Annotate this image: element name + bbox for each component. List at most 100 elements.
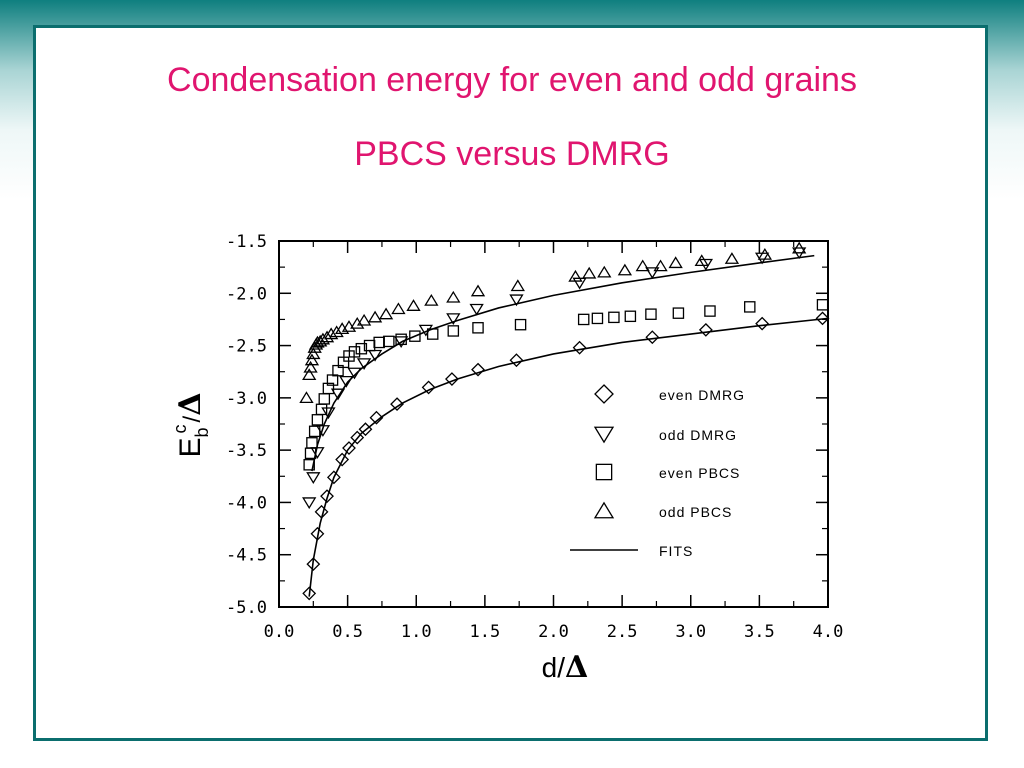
odd-pbcs-point: [446, 290, 461, 303]
odd-dmrg-point: [418, 324, 434, 337]
odd-pbcs-point: [757, 247, 773, 260]
y-axis-main: E: [174, 437, 207, 457]
x-tick-label: 3.0: [675, 622, 706, 642]
y-axis-superscript: c: [170, 424, 190, 433]
even-pbcs-point: [373, 336, 385, 349]
odd-pbcs-point: [568, 269, 583, 282]
y-tick-label: -4.5: [226, 546, 267, 566]
odd-pbcs-point: [350, 316, 365, 329]
x-tick-label: 1.0: [401, 622, 432, 642]
odd-pbcs-point: [313, 334, 328, 347]
odd-dmrg-point: [698, 258, 714, 271]
odd-dmrg-point: [356, 358, 372, 371]
x-axis-main: d/: [542, 652, 566, 683]
slide-title: Condensation energy for even and odd gra…: [167, 61, 857, 99]
odd-pbcs-point: [724, 252, 740, 264]
y-tick-label: -5.0: [226, 598, 267, 618]
odd-dmrg-point: [306, 472, 321, 484]
even-dmrg-point: [358, 422, 373, 437]
legend-odd-pbcs-swatch: [593, 501, 615, 519]
odd-dmrg-point: [572, 277, 587, 290]
x-axis-title: d/Δ: [542, 650, 589, 685]
even-dmrg-point: [369, 410, 384, 425]
even-pbcs-point: [591, 312, 604, 325]
even-pbcs-point: [383, 335, 395, 348]
legend-even-dmrg-label: even DMRG: [659, 387, 745, 403]
even-dmrg-point: [326, 470, 341, 485]
even-dmrg-point: [320, 489, 334, 504]
even-pbcs-point: [447, 325, 460, 337]
odd-dmrg-point: [330, 388, 346, 401]
even-dmrg-point: [815, 311, 830, 326]
legend-even-pbcs-label: even PBCS: [659, 465, 740, 481]
even-dmrg-point: [509, 353, 524, 368]
odd-pbcs-point: [792, 241, 807, 254]
odd-pbcs-point: [424, 293, 439, 306]
y-axis-title: Ebc /Δ: [170, 393, 212, 458]
x-axis-delta: Δ: [565, 650, 588, 685]
y-tick-label: -3.0: [226, 389, 267, 409]
fit-curve: [311, 254, 815, 472]
even-pbcs-point: [409, 330, 421, 342]
fit-curve: [308, 317, 829, 597]
even-dmrg-point: [335, 452, 350, 467]
even-pbcs-point: [426, 328, 439, 340]
svg-text:Ebc/Δ: Ebc /Δ: [170, 393, 212, 458]
y-tick-label: -2.0: [226, 284, 267, 304]
odd-pbcs-point: [694, 254, 709, 267]
even-dmrg-point: [310, 526, 325, 541]
odd-dmrg-point: [446, 313, 461, 326]
even-dmrg-point: [350, 430, 365, 445]
odd-pbcs-point: [303, 360, 318, 373]
x-tick-label: 0.0: [264, 622, 295, 642]
y-tick-label: -4.0: [226, 493, 267, 513]
even-pbcs-point: [472, 322, 484, 334]
even-pbcs-point: [645, 308, 657, 320]
odd-pbcs-point: [668, 256, 683, 269]
even-pbcs-point: [303, 459, 315, 471]
even-pbcs-point: [318, 393, 331, 405]
odd-pbcs-point: [653, 259, 668, 272]
even-dmrg-point: [390, 397, 404, 412]
even-dmrg-point: [698, 322, 713, 337]
slide-subtitle: PBCS versus DMRG: [354, 135, 670, 173]
odd-pbcs-point: [510, 279, 525, 292]
odd-pbcs-point: [306, 347, 321, 360]
even-dmrg-point: [421, 380, 436, 395]
legend-odd-dmrg-swatch: [593, 426, 615, 444]
odd-pbcs-point: [356, 313, 372, 326]
even-pbcs-point: [306, 437, 318, 449]
even-dmrg-point: [314, 504, 329, 519]
odd-pbcs-point: [635, 259, 650, 272]
odd-pbcs-point: [582, 266, 597, 279]
odd-dmrg-point: [645, 267, 660, 280]
odd-pbcs-point: [378, 307, 394, 320]
even-pbcs-point: [577, 313, 590, 326]
legend-even-pbcs-swatch: [595, 463, 613, 481]
odd-pbcs-point: [597, 265, 612, 278]
odd-pbcs-point: [299, 391, 314, 404]
even-pbcs-point: [744, 301, 756, 313]
even-dmrg-point: [342, 441, 356, 455]
odd-dmrg-point: [347, 367, 362, 380]
even-pbcs-point: [395, 333, 407, 346]
x-tick-label: 3.5: [744, 622, 775, 642]
even-pbcs-point: [311, 414, 324, 426]
odd-pbcs-point: [391, 302, 406, 315]
even-pbcs-point: [624, 310, 637, 323]
legend-odd-dmrg-label: odd DMRG: [659, 427, 737, 443]
even-pbcs-point: [322, 382, 335, 395]
odd-pbcs-point: [470, 284, 486, 297]
x-tick-label: 2.0: [538, 622, 569, 642]
y-tick-label: -3.5: [226, 441, 267, 461]
even-pbcs-point: [608, 311, 620, 324]
y-tick-label: -2.5: [226, 337, 267, 357]
even-pbcs-point: [816, 299, 829, 311]
odd-dmrg-point: [393, 336, 409, 349]
even-dmrg-point: [306, 557, 321, 572]
y-axis-slash: /: [179, 415, 206, 422]
odd-dmrg-point: [509, 294, 524, 307]
odd-dmrg-point: [302, 497, 317, 510]
even-pbcs-point: [704, 305, 716, 317]
even-dmrg-point: [572, 340, 587, 355]
